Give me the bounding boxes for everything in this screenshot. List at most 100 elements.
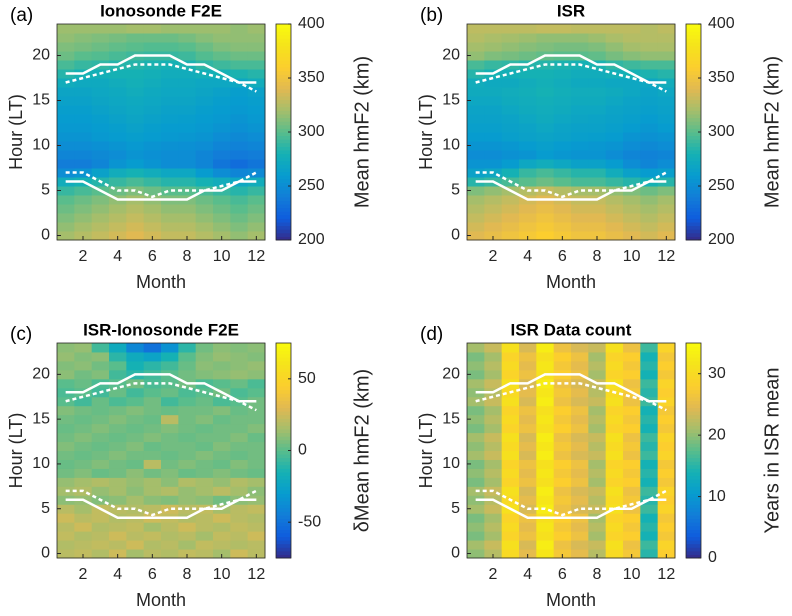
heatmap-cell	[571, 78, 589, 88]
heatmap-cell	[91, 213, 110, 223]
heatmap-cell	[484, 450, 503, 460]
heatmap-cell	[484, 432, 503, 443]
colorbar-segment	[276, 146, 291, 151]
heatmap-cell	[109, 343, 127, 353]
heatmap-cell	[143, 78, 162, 88]
heatmap-cell	[195, 405, 214, 416]
heatmap-cell	[143, 123, 162, 133]
heatmap-cell	[623, 195, 641, 205]
heatmap-cell	[588, 405, 607, 416]
heatmap-cell	[91, 477, 110, 487]
heatmap-cell	[91, 150, 110, 160]
heatmap-cell	[519, 549, 537, 559]
heatmap-cell	[657, 204, 676, 214]
heatmap-cell	[213, 213, 231, 223]
colorbar-segment	[276, 96, 291, 101]
heatmap-cell	[553, 360, 572, 371]
heatmap-cell	[109, 24, 127, 34]
colorbar-segment	[276, 139, 291, 144]
colorbar-segment	[686, 429, 701, 434]
heatmap-cell	[605, 343, 624, 353]
heatmap-cell	[553, 69, 572, 79]
heatmap-cell	[484, 504, 503, 514]
colorbar-segment	[276, 507, 291, 512]
heatmap-cell	[57, 343, 75, 353]
heatmap-cell	[536, 432, 555, 443]
colorbar-segment	[686, 150, 701, 155]
colorbar-tick-label: 300	[298, 123, 325, 140]
heatmap-cell	[605, 486, 624, 496]
heatmap-cell	[230, 459, 249, 469]
heatmap-cell	[109, 531, 127, 541]
heatmap-cell	[519, 123, 537, 133]
heatmap-cell	[230, 195, 249, 205]
x-axis-label: Month	[136, 272, 186, 292]
colorbar-segment	[686, 486, 701, 491]
heatmap-cell	[230, 150, 249, 160]
heatmap-cell	[467, 477, 485, 487]
heatmap-cell	[230, 468, 249, 478]
heatmap-cell	[657, 33, 676, 43]
heatmap-cell	[519, 159, 537, 169]
x-tick-label: 6	[558, 566, 567, 583]
heatmap-cell	[623, 114, 641, 124]
heatmap-cell	[74, 423, 93, 434]
heatmap-cell	[126, 186, 145, 196]
heatmap-cell	[519, 78, 537, 88]
heatmap-cell	[161, 114, 179, 124]
heatmap-cell	[161, 531, 179, 541]
colorbar-segment	[686, 343, 701, 348]
heatmap-cell	[519, 24, 537, 34]
heatmap-cell	[126, 495, 145, 505]
boundary-line	[65, 498, 257, 519]
heatmap-cell	[501, 540, 520, 550]
heatmap-cell	[467, 132, 485, 142]
heatmap-cell	[657, 114, 676, 124]
heatmap-cell	[213, 343, 231, 353]
colorbar-segment	[686, 396, 701, 401]
heatmap-cell	[247, 432, 266, 443]
heatmap-cell	[588, 360, 607, 371]
heatmap-cell	[109, 87, 127, 97]
heatmap-cell	[501, 513, 520, 523]
heatmap-cell	[467, 432, 485, 443]
heatmap-cell	[126, 432, 145, 443]
heatmap-cell	[161, 78, 179, 88]
boundary-line	[65, 63, 257, 93]
heatmap-cell	[178, 495, 197, 505]
heatmap-cell	[588, 141, 607, 151]
heatmap-cell	[588, 69, 607, 79]
heatmap-cell	[213, 231, 231, 241]
heatmap-cell	[74, 477, 93, 487]
colorbar-segment	[686, 31, 701, 36]
heatmap-cell	[109, 33, 127, 43]
heatmap-cell	[161, 468, 179, 478]
heatmap-cell	[657, 222, 676, 232]
heatmap-cell	[657, 441, 676, 451]
heatmap-cell	[519, 351, 537, 362]
heatmap-cell	[213, 522, 231, 532]
heatmap-cell	[195, 531, 214, 541]
heatmap-cell	[484, 231, 503, 241]
heatmap-cell	[536, 441, 555, 451]
heatmap-cell	[553, 87, 572, 97]
heatmap-cell	[467, 459, 485, 469]
colorbar-label: δMean hmF2 (km)	[351, 369, 373, 532]
heatmap-cell	[571, 69, 589, 79]
heatmap-cell	[161, 540, 179, 550]
heatmap-cell	[640, 69, 659, 79]
heatmap-cell	[74, 549, 93, 559]
heatmap-cell	[57, 114, 75, 124]
heatmap-cell	[57, 96, 75, 106]
colorbar-segment	[686, 411, 701, 416]
heatmap-cell	[178, 123, 197, 133]
boundary-line	[65, 180, 257, 201]
heatmap-cell	[143, 343, 162, 353]
heatmap-cell	[640, 132, 659, 142]
heatmap-cell	[178, 150, 197, 160]
heatmap-cell	[178, 540, 197, 550]
heatmap-cell	[213, 78, 231, 88]
heatmap-cell	[195, 195, 214, 205]
heatmap-cell	[195, 150, 214, 160]
heatmap-cell	[536, 204, 555, 214]
